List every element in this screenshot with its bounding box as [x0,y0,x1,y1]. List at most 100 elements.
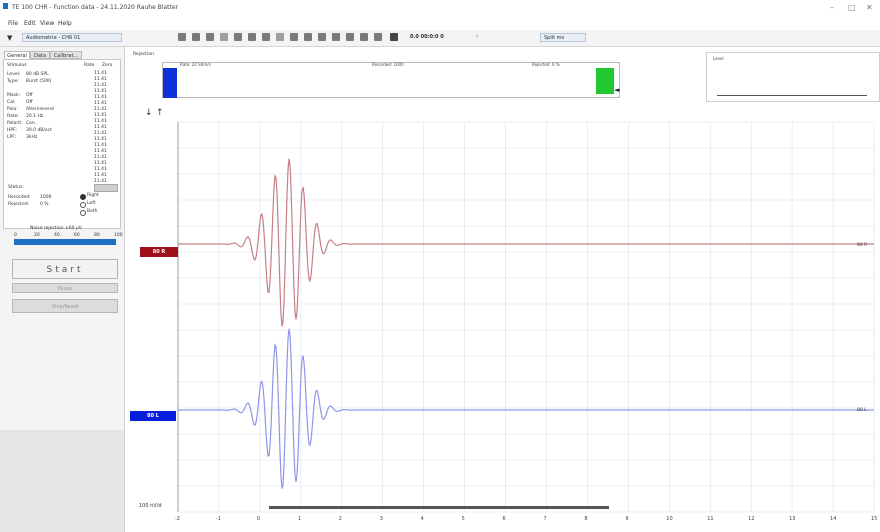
maximize-icon[interactable]: □ [848,3,856,12]
waveform-left-ear [178,328,874,489]
value-cell: 11.41 [94,161,107,166]
overview-label: Rejection [133,52,154,57]
value-cell: 11.41 [94,173,107,178]
value-cell: 11.41 [94,83,107,88]
slider-tick-label: 40 [54,233,60,238]
menu-view[interactable]: View [40,20,55,27]
patient-combo[interactable]: Audiometrie - CHR 01 [22,33,122,42]
overview-rejected: Rejected: 0 % [532,62,560,67]
scale-label: 100 nV/d [139,503,162,509]
toolbar-icon-3[interactable] [206,33,214,41]
value-cell: 11.41 [94,167,107,172]
value-cell: 11.41 [94,71,107,76]
toolbar-icon-2[interactable] [192,33,200,41]
param-key: Pola: [7,107,18,112]
close-icon[interactable]: ✕ [866,3,873,12]
toolbar-icon-6[interactable] [248,33,256,41]
toolbar-icon-10[interactable] [304,33,312,41]
ear-left-label: Left [87,201,96,206]
slider-tick-label: 0 [14,233,17,238]
channel-left-end-label: 80 L [857,408,867,413]
radio-right[interactable] [80,194,86,200]
param-value: Con. [26,121,37,126]
left-panel: General Data Calibrat... Stimulus Rate Z… [0,47,125,532]
time-readout: 0.0 00:0:0 0 [410,34,444,40]
param-value: 3kHz [26,135,38,140]
slider-tick-label: 60 [74,233,80,238]
toolbar-icon-15[interactable] [374,33,382,41]
value-cell: 11.41 [94,107,107,112]
toolbar-icon-4[interactable] [220,33,228,41]
toolbar-icon-14[interactable] [360,33,368,41]
level-label: Level [713,56,724,61]
value-cell: 11.41 [94,89,107,94]
rejected-value: 0 % [40,202,49,207]
stop-reset-button[interactable]: Stop/Reset [12,299,118,313]
value-cell: 11.41 [94,113,107,118]
time-window-bar [269,506,609,509]
value-cell: 11.41 [94,95,107,100]
overview-right-marker[interactable] [596,68,614,94]
waveform-right-ear [178,158,874,327]
radio-left[interactable] [80,202,86,208]
channel-right-end-label: 80 R [857,243,868,248]
value-cell: 11.41 [94,179,107,184]
minimize-icon[interactable]: – [830,3,834,12]
menu-edit[interactable]: Edit [24,20,36,27]
param-key: Mask: [7,93,21,98]
tab-general[interactable]: General [4,51,30,59]
noise-slider[interactable] [14,239,116,245]
param-key: LPF: [7,135,16,140]
menu-file[interactable]: File [8,20,19,27]
waveform-plot[interactable] [124,100,880,532]
channel-left-marker[interactable]: 80 L [130,411,176,421]
tab-data[interactable]: Data [30,51,50,59]
pause-button[interactable]: Pause [12,283,118,293]
toolbar-icon-16[interactable] [390,33,398,41]
value-cell: 11.41 [94,119,107,124]
toolbar: ▼ Audiometrie - CHR 01 0.0 00:0:0 0 › Sp… [0,30,880,47]
value-cell: 11.41 [94,143,107,148]
recorded-label: Recorded: [8,195,31,200]
stimulus-panel: Stimulus Rate Zero Level: 80 dB SPL Type: B… [3,59,121,229]
toolbar-icon-11[interactable] [318,33,326,41]
toolbar-icon-8[interactable] [276,33,284,41]
tab-calibration[interactable]: Calibrat... [50,51,82,59]
scroll-thumb[interactable] [94,184,118,192]
value-cell: 11.41 [94,125,107,130]
start-button[interactable]: Start [12,259,118,279]
radio-both[interactable] [80,210,86,216]
param-key: Cal: [7,100,16,105]
chevron-right-icon[interactable]: › [476,33,479,40]
toolbar-icon-5[interactable] [234,33,242,41]
toolbar-icon-9[interactable] [290,33,298,41]
param-key: Polarit: [7,121,23,126]
param-key: Rate: [7,114,19,119]
save-icon[interactable]: ▼ [7,34,13,42]
arrow-down-icon[interactable]: ↓ [145,108,153,118]
arrow-up-icon[interactable]: ↑ [156,108,164,118]
menu-help[interactable]: Help [58,20,72,27]
toolbar-icon-7[interactable] [262,33,270,41]
ear-right-label: Right [87,193,99,198]
recorded-value: 1000 [40,195,52,200]
x-tick-label: 11 [707,516,714,522]
param-value: 20.1 Hz [26,114,44,119]
toolbar-icon-12[interactable] [332,33,340,41]
x-tick-label: 14 [830,516,837,522]
split-combo[interactable]: Split ms [540,33,586,42]
toolbar-icon-1[interactable] [178,33,186,41]
window-title: TE 100 CHR - Function data - 24.11.2020 … [12,4,178,11]
x-tick-label: 7 [543,516,547,522]
toolbar-icon-13[interactable] [346,33,354,41]
overview-strip: Rate: 20 Stim/s Recorded: 1000 Rejected:… [162,62,620,98]
param-key: Type: [7,79,19,84]
value-cell: 11.41 [94,149,107,154]
x-tick-label: 10 [666,516,673,522]
channel-right-marker[interactable]: 80 R [140,247,178,257]
overview-left-marker[interactable] [163,68,177,98]
overview-rate: Rate: 20 Stim/s [180,62,211,67]
header-rate: Rate [84,63,95,68]
slider-tick-label: 100 [114,233,123,238]
arrow-left-icon: ◄ [614,86,620,94]
